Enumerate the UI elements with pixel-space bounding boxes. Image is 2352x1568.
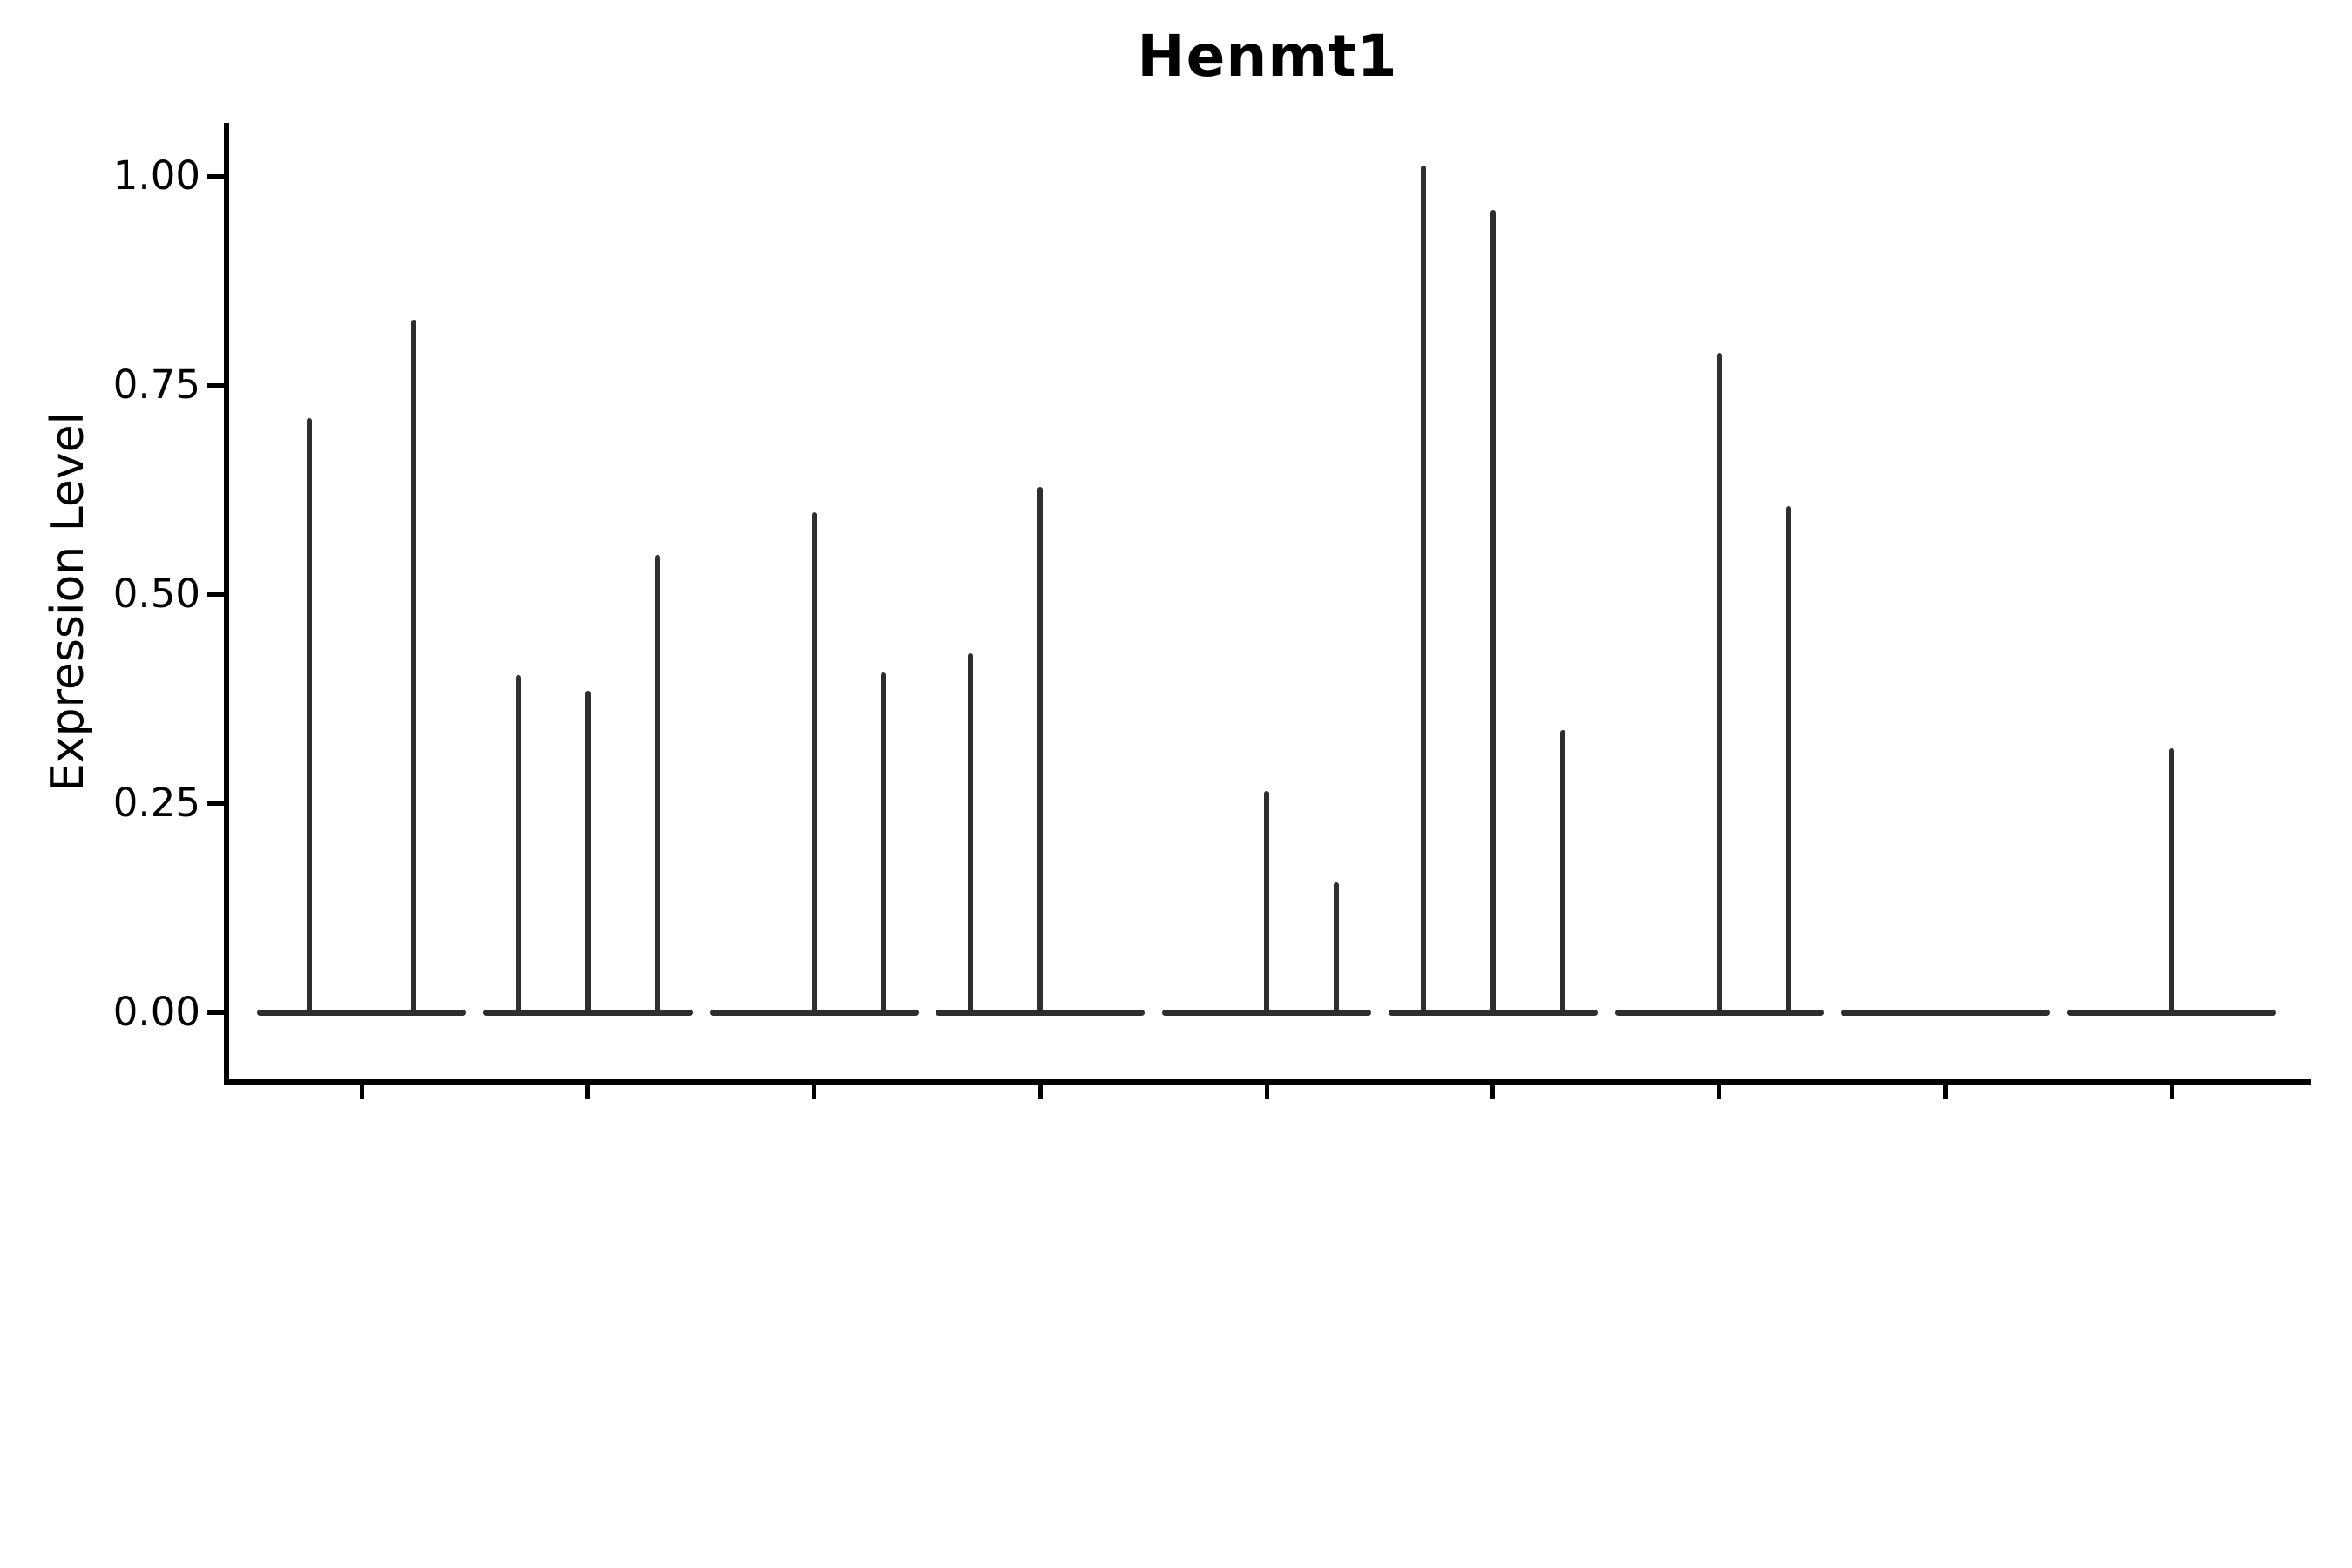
violin-spike xyxy=(1037,487,1044,1012)
x-tick-mark xyxy=(812,1082,816,1099)
violin-spike xyxy=(1716,352,1722,1012)
x-tick-mark xyxy=(359,1082,364,1099)
y-axis-spine xyxy=(224,123,229,1085)
y-tick-mark xyxy=(207,173,224,179)
violin-baseline xyxy=(1388,1009,1598,1016)
x-tick-mark xyxy=(1037,1082,1043,1099)
violin-baseline xyxy=(1614,1009,1824,1016)
violin-spike xyxy=(1264,790,1269,1012)
y-tick-label: 0.25 xyxy=(112,780,200,826)
violin-spike xyxy=(515,675,521,1012)
violin-spike xyxy=(811,511,817,1012)
violin-spike xyxy=(1490,210,1496,1012)
plot-title: Henmt1 xyxy=(1137,23,1398,90)
violin-spike xyxy=(411,320,416,1012)
violin-baseline xyxy=(483,1009,693,1016)
violin-spike xyxy=(307,418,312,1012)
y-tick-label: 0.50 xyxy=(112,571,200,617)
violin-spike xyxy=(1420,166,1426,1012)
y-tick-label: 1.00 xyxy=(112,152,200,199)
violin-baseline xyxy=(1841,1009,2051,1016)
violin-baseline xyxy=(257,1009,466,1016)
violin-spike xyxy=(585,691,591,1012)
violin-spike xyxy=(2169,747,2174,1012)
violin-baseline xyxy=(1162,1009,1371,1016)
violin-spike xyxy=(881,672,887,1012)
y-tick-mark xyxy=(207,1010,224,1015)
x-tick-mark xyxy=(1490,1082,1496,1099)
y-tick-mark xyxy=(207,591,224,597)
violin-spike xyxy=(1559,729,1565,1012)
violin-baseline xyxy=(709,1009,919,1016)
x-tick-mark xyxy=(2169,1082,2174,1099)
y-tick-mark xyxy=(207,801,224,806)
y-tick-mark xyxy=(207,382,224,388)
y-tick-label: 0.75 xyxy=(112,362,200,408)
x-tick-mark xyxy=(1264,1082,1269,1099)
violin-baseline xyxy=(2067,1009,2276,1016)
x-tick-mark xyxy=(585,1082,591,1099)
violin-baseline xyxy=(936,1009,1146,1016)
x-tick-mark xyxy=(1717,1082,1721,1099)
y-tick-label: 0.00 xyxy=(112,989,200,1035)
x-tick-mark xyxy=(1943,1082,1948,1099)
violin-spike xyxy=(1786,506,1792,1012)
violin-spike xyxy=(1333,882,1339,1012)
violin-spike xyxy=(968,653,974,1012)
violin-spike xyxy=(654,554,660,1012)
